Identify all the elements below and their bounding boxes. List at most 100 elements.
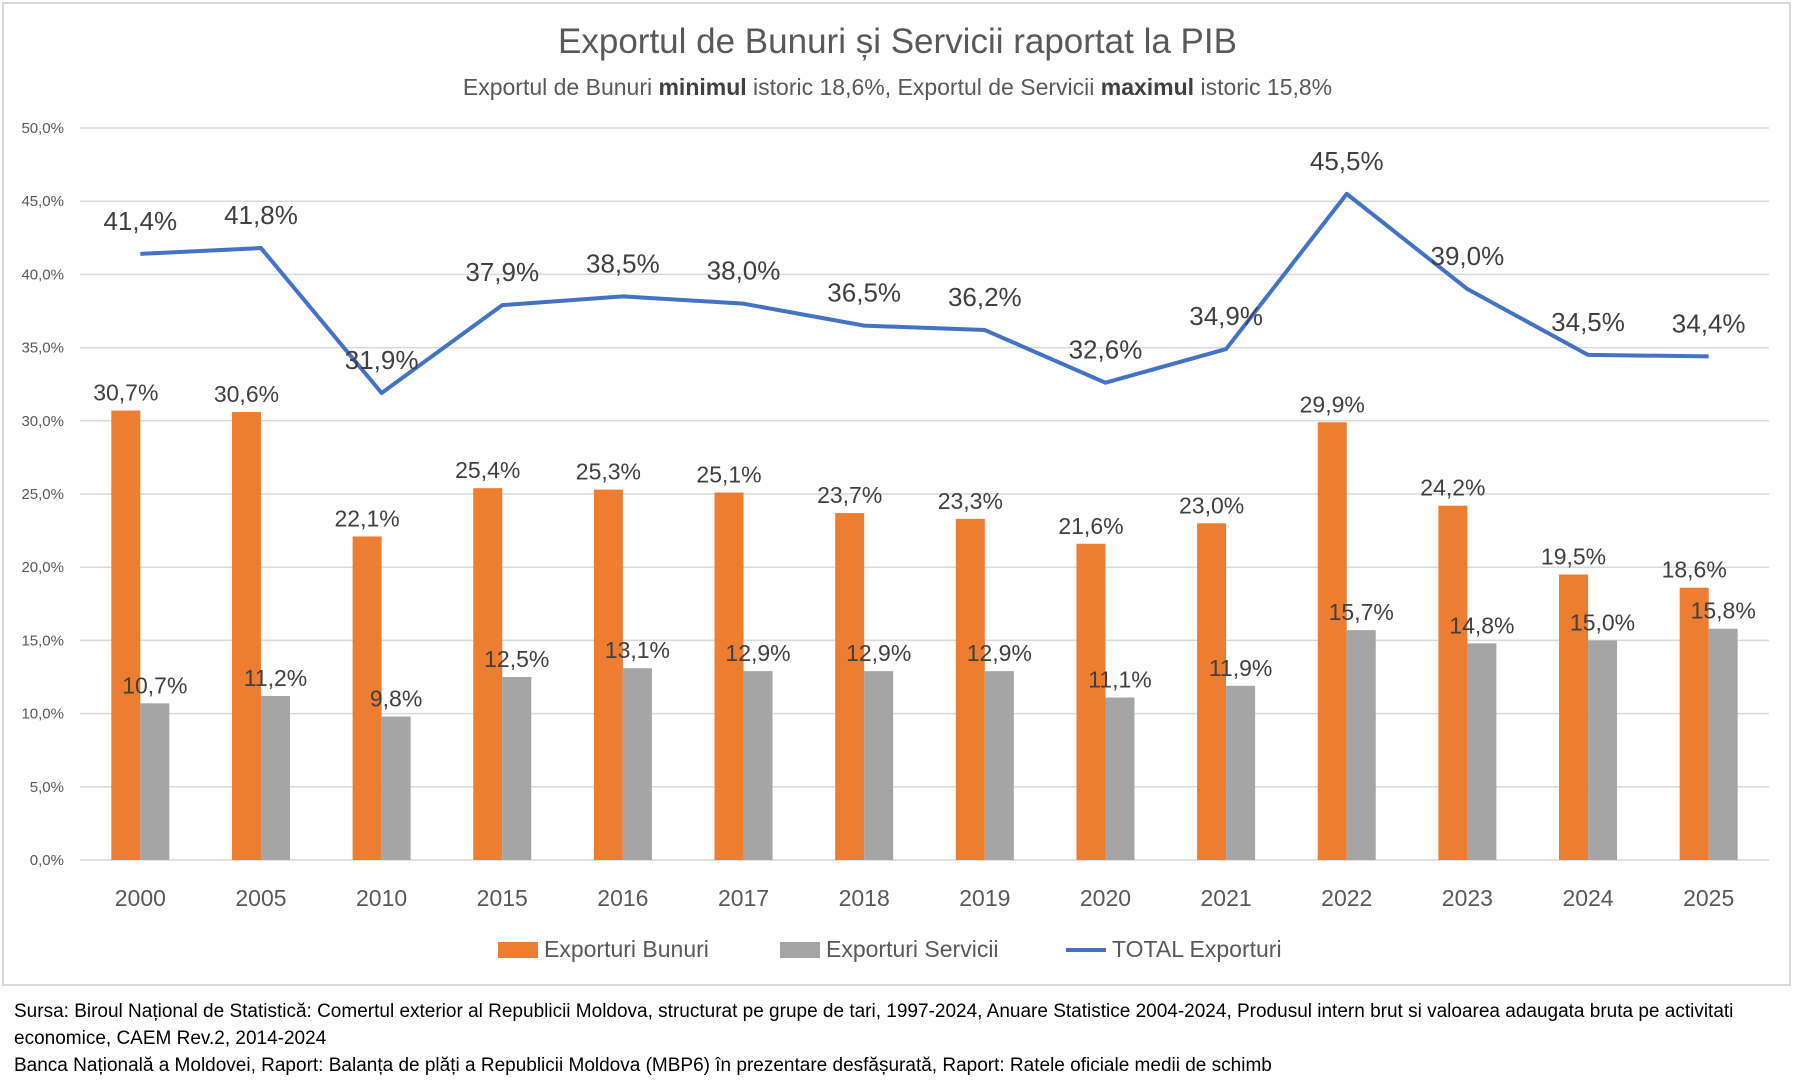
x-tick-label: 2021: [1201, 885, 1252, 911]
x-tick-label: 2025: [1683, 885, 1734, 911]
legend-item-servicii: Exporturi Servicii: [780, 936, 999, 963]
subtitle-text: istoric 18,6%, Exportul de Servicii: [746, 74, 1101, 100]
data-label-bunuri: 18,6%: [1662, 557, 1727, 583]
data-label-servicii: 14,8%: [1449, 612, 1514, 638]
bar-bunuri: [1076, 543, 1106, 860]
legend-label: Exporturi Servicii: [826, 936, 999, 962]
x-tick-label: 2022: [1321, 885, 1372, 911]
legend-swatch: [1066, 947, 1106, 952]
data-label-servicii: 15,8%: [1691, 598, 1756, 624]
bar-bunuri: [835, 513, 865, 860]
y-tick-label: 45,0%: [21, 193, 64, 210]
bar-servicii: [140, 703, 170, 860]
data-label-bunuri: 30,6%: [214, 381, 279, 407]
data-label-servicii: 13,1%: [605, 637, 670, 663]
bar-servicii: [1346, 630, 1376, 860]
y-tick-label: 30,0%: [21, 413, 64, 430]
data-label-total: 41,4%: [103, 206, 177, 236]
bar-servicii: [1105, 697, 1135, 860]
subtitle-text: Exportul de Bunuri: [462, 74, 659, 100]
bar-servicii: [864, 671, 894, 860]
x-tick-label: 2016: [597, 885, 648, 911]
data-label-total: 45,5%: [1310, 146, 1384, 176]
bar-bunuri: [1679, 587, 1709, 860]
data-label-servicii: 11,9%: [1209, 655, 1273, 681]
data-label-servicii: 11,2%: [244, 665, 308, 691]
legend-item-total: TOTAL Exporturi: [1066, 936, 1282, 963]
data-label-bunuri: 30,7%: [93, 380, 158, 406]
data-label-total: 36,5%: [827, 278, 901, 308]
source-note-2: Banca Națională a Moldovei, Raport: Bala…: [14, 1055, 1272, 1076]
x-tick-label: 2005: [235, 885, 286, 911]
data-label-total: 32,6%: [1069, 335, 1143, 365]
bar-servicii: [260, 696, 290, 860]
bar-servicii: [1708, 628, 1738, 860]
data-label-total: 36,2%: [948, 282, 1022, 312]
data-label-bunuri: 25,1%: [696, 462, 761, 488]
data-label-total: 41,8%: [224, 200, 298, 230]
chart-title: Exportul de Bunuri și Servicii raportat …: [558, 22, 1237, 61]
data-label-bunuri: 24,2%: [1420, 475, 1485, 501]
bar-bunuri: [1197, 523, 1227, 860]
bar-bunuri: [1559, 574, 1589, 860]
bar-bunuri: [593, 489, 623, 860]
data-label-servicii: 11,1%: [1088, 666, 1152, 692]
data-label-servicii: 12,5%: [484, 646, 549, 672]
bar-bunuri: [1317, 422, 1347, 860]
data-label-servicii: 10,7%: [122, 672, 187, 698]
y-tick-label: 25,0%: [21, 486, 64, 503]
bar-servicii: [502, 677, 532, 860]
x-tick-label: 2010: [356, 885, 407, 911]
legend-item-bunuri: Exporturi Bunuri: [498, 936, 709, 963]
data-label-total: 38,5%: [586, 248, 660, 278]
data-label-bunuri: 23,7%: [817, 482, 882, 508]
bar-servicii: [381, 716, 411, 860]
bar-servicii: [1226, 685, 1256, 860]
x-tick-label: 2024: [1562, 885, 1613, 911]
bar-servicii: [622, 668, 652, 860]
legend-swatch: [780, 941, 820, 958]
bar-bunuri: [352, 536, 382, 860]
bar-bunuri: [714, 492, 744, 860]
data-label-total: 31,9%: [345, 345, 419, 375]
data-label-bunuri: 21,6%: [1058, 513, 1123, 539]
data-label-bunuri: 29,9%: [1300, 391, 1365, 417]
data-label-servicii: 12,9%: [725, 640, 790, 666]
data-label-servicii: 12,9%: [967, 640, 1032, 666]
y-tick-label: 40,0%: [21, 266, 64, 283]
data-label-total: 38,0%: [707, 256, 781, 286]
y-tick-label: 0,0%: [30, 852, 64, 869]
data-label-bunuri: 19,5%: [1541, 544, 1606, 570]
bar-bunuri: [231, 412, 261, 860]
y-tick-label: 20,0%: [21, 559, 64, 576]
subtitle-text: istoric 15,8%: [1194, 74, 1333, 100]
x-tick-label: 2017: [718, 885, 769, 911]
data-label-total: 34,4%: [1672, 308, 1746, 338]
data-label-total: 34,9%: [1189, 301, 1263, 331]
y-tick-label: 5,0%: [30, 779, 64, 796]
data-label-bunuri: 23,3%: [938, 488, 1003, 514]
bar-servicii: [1588, 640, 1618, 860]
chart-subtitle: Exportul de Bunuri minimul istoric 18,6%…: [0, 74, 1795, 101]
legend-label: Exporturi Bunuri: [544, 936, 709, 962]
bar-bunuri: [1438, 505, 1468, 860]
subtitle-bold-min: minimul: [658, 74, 747, 100]
bar-bunuri: [955, 518, 985, 860]
x-tick-label: 2019: [959, 885, 1010, 911]
source-note-1: Sursa: Biroul Național de Statistică: Co…: [14, 1001, 1734, 1049]
x-tick-label: 2020: [1080, 885, 1131, 911]
data-label-servicii: 12,9%: [846, 640, 911, 666]
x-tick-label: 2000: [115, 885, 166, 911]
y-tick-label: 10,0%: [21, 706, 64, 723]
data-label-servicii: 15,0%: [1570, 609, 1635, 635]
data-label-bunuri: 25,3%: [576, 459, 641, 485]
bar-bunuri: [111, 410, 141, 860]
data-label-total: 34,5%: [1551, 307, 1625, 337]
data-label-servicii: 15,7%: [1329, 599, 1394, 625]
legend-label: TOTAL Exporturi: [1112, 936, 1282, 962]
x-tick-label: 2015: [477, 885, 528, 911]
data-label-total: 39,0%: [1431, 241, 1505, 271]
y-tick-label: 35,0%: [21, 340, 64, 357]
bar-bunuri: [473, 488, 503, 860]
